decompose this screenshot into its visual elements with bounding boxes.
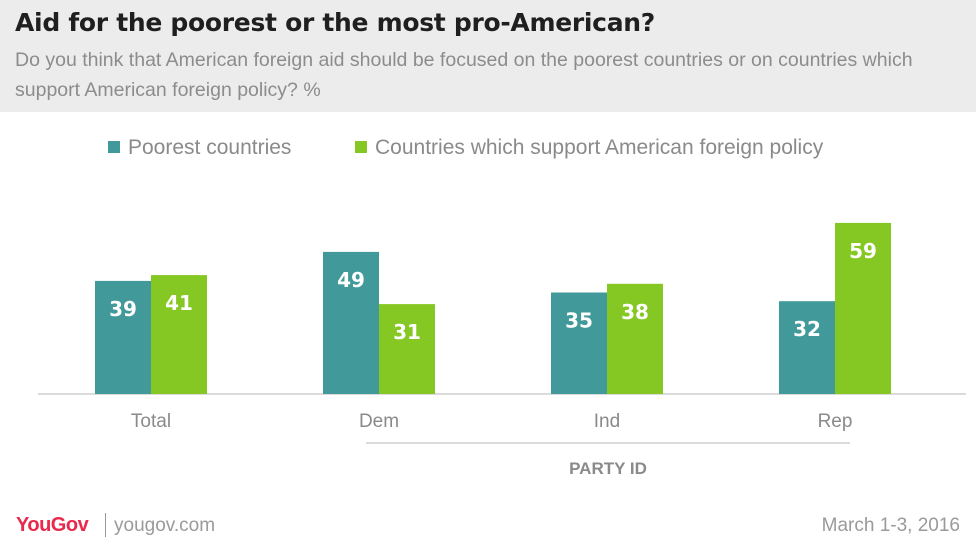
data-label-ind-series-2: 38 bbox=[621, 300, 649, 324]
chart-title: Aid for the poorest or the most pro-Amer… bbox=[15, 8, 655, 37]
data-label-rep-series-2: 59 bbox=[849, 239, 877, 263]
bar-rep-series-2 bbox=[835, 222, 891, 394]
x-tick-label-dem: Dem bbox=[359, 411, 399, 432]
legend-item-pro-american: Countries which support American foreign… bbox=[355, 136, 823, 160]
party-id-label: PARTY ID bbox=[569, 459, 647, 478]
yougov-logo: YouGov bbox=[16, 514, 89, 536]
bar-rep-series-1 bbox=[779, 301, 835, 394]
x-tick-label-total: Total bbox=[131, 411, 171, 432]
legend-label-pro-american: Countries which support American foreign… bbox=[375, 136, 824, 159]
chart-subtitle: Do you think that American foreign aid s… bbox=[15, 49, 913, 101]
data-label-ind-series-1: 35 bbox=[565, 309, 593, 333]
data-label-total-series-2: 41 bbox=[165, 291, 193, 315]
footer-divider bbox=[105, 513, 106, 537]
data-label-dem-series-1: 49 bbox=[337, 268, 365, 292]
header-band bbox=[0, 0, 976, 112]
legend-item-poorest: Poorest countries bbox=[108, 136, 291, 160]
x-tick-label-ind: Ind bbox=[594, 411, 620, 432]
bar-ind-series-2 bbox=[607, 283, 663, 394]
legend-swatch-poorest bbox=[108, 141, 120, 153]
legend-swatch-pro-american bbox=[355, 141, 367, 153]
legend-label-poorest: Poorest countries bbox=[128, 136, 292, 159]
data-label-dem-series-2: 31 bbox=[393, 320, 421, 344]
data-label-total-series-1: 39 bbox=[109, 297, 137, 321]
x-tick-label-rep: Rep bbox=[818, 411, 853, 432]
bar-dem-series-1 bbox=[323, 251, 379, 394]
footer-site: yougov.com bbox=[114, 515, 216, 536]
bar-ind-series-1 bbox=[551, 292, 607, 394]
bar-total-series-2 bbox=[151, 275, 207, 394]
bar-total-series-1 bbox=[95, 280, 151, 394]
footer-date: March 1-3, 2016 bbox=[821, 515, 960, 536]
data-label-rep-series-1: 32 bbox=[793, 317, 821, 341]
bar-dem-series-2 bbox=[379, 304, 435, 394]
